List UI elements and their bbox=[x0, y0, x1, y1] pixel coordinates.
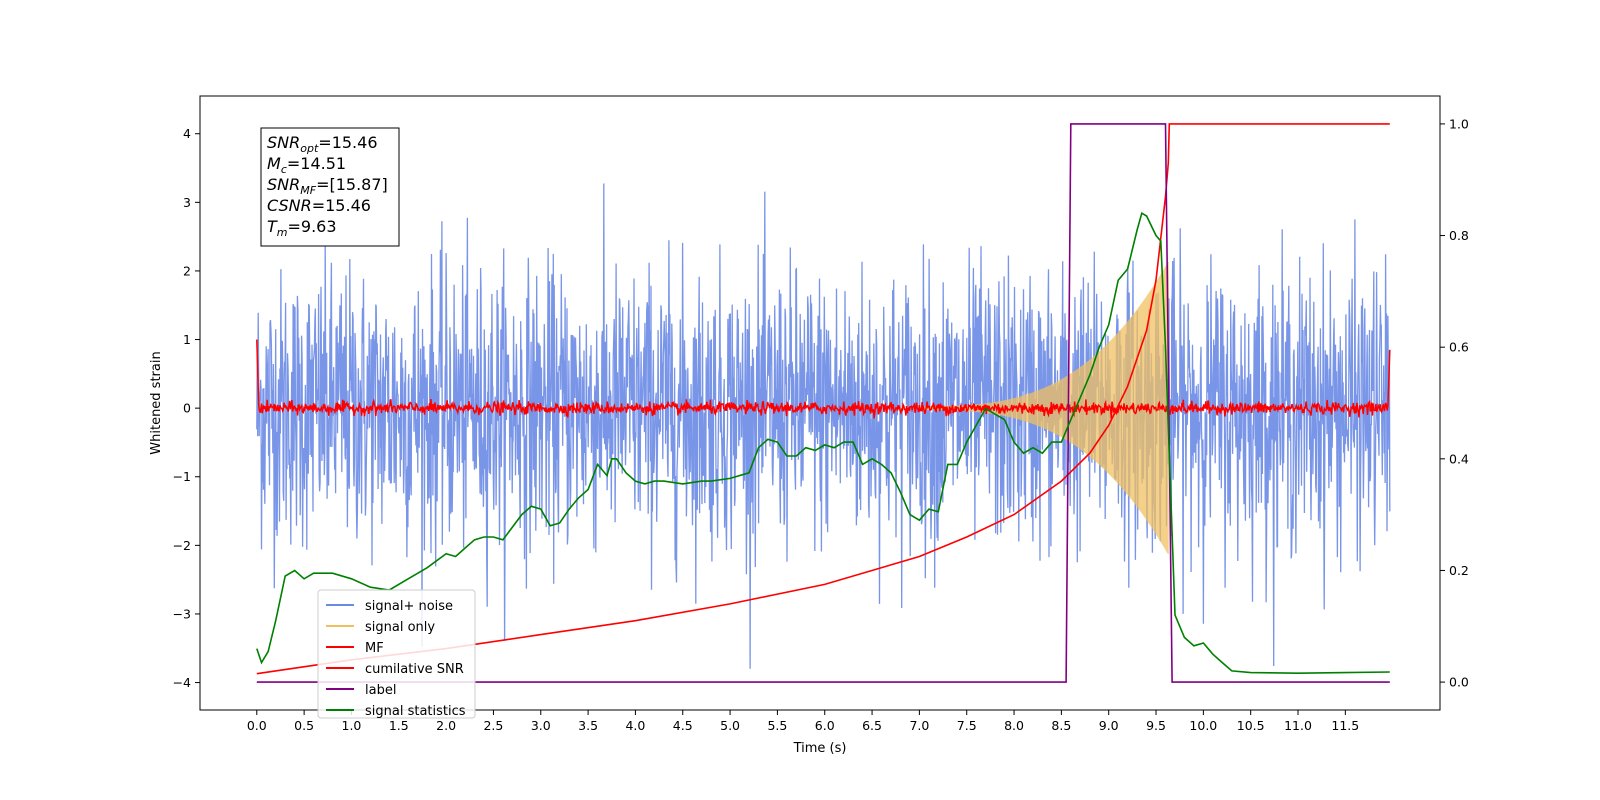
series-mf bbox=[256, 339, 1391, 419]
x-tick-label: 2.5 bbox=[483, 718, 503, 733]
series-label bbox=[256, 123, 1390, 683]
x-axis-label: Time (s) bbox=[793, 741, 847, 756]
x-tick-label: 6.5 bbox=[862, 718, 882, 733]
series-signal-statistics bbox=[256, 211, 1390, 675]
x-tick-label: 4.5 bbox=[673, 718, 693, 733]
y2-tick-label: 0.6 bbox=[1449, 340, 1469, 355]
x-tick-label: 10.5 bbox=[1237, 718, 1265, 733]
legend: signal+ noise signal only MF cumilative SNR… bbox=[317, 589, 476, 719]
x-tick-label: 8.0 bbox=[1004, 718, 1024, 733]
y-tick-label: −2 bbox=[173, 538, 191, 553]
y-axis-label: Whitened strain bbox=[149, 351, 164, 454]
x-tick-label: 5.0 bbox=[720, 718, 740, 733]
x-tick-label: 2.0 bbox=[436, 718, 456, 733]
annotation-box: SNRopt=15.46Mc=14.51SNRMF=[15.87]CSNR=15… bbox=[260, 127, 400, 247]
x-tick-label: 9.5 bbox=[1146, 718, 1166, 733]
legend-label: MF bbox=[365, 641, 384, 656]
x-tick-label: 0.5 bbox=[294, 718, 314, 733]
y-tick-label: 4 bbox=[183, 126, 191, 141]
y2-tick-label: 0.2 bbox=[1449, 563, 1469, 578]
x-tick-label: 10.0 bbox=[1189, 718, 1217, 733]
plot-frame bbox=[199, 95, 1441, 711]
y2-tick-label: 0.8 bbox=[1449, 228, 1469, 243]
y-tick-label: −4 bbox=[173, 675, 191, 690]
annotation-line: Mc=14.51 bbox=[267, 154, 346, 176]
x-tick-label: 3.5 bbox=[578, 718, 598, 733]
x-tick-label: 1.0 bbox=[342, 718, 362, 733]
y-tick-label: −3 bbox=[173, 606, 191, 621]
x-tick-label: 0.0 bbox=[247, 718, 267, 733]
y2-tick-label: 0.4 bbox=[1449, 451, 1469, 466]
x-tick-label: 7.0 bbox=[909, 718, 929, 733]
series-signal-noise bbox=[256, 183, 1391, 669]
y-tick-label: 1 bbox=[183, 332, 191, 347]
annotation-line: SNRopt=15.46 bbox=[267, 133, 378, 155]
x-tick-label: 5.5 bbox=[767, 718, 787, 733]
annotation-line: SNRMF=[15.87] bbox=[267, 175, 388, 197]
x-tick-label: 11.0 bbox=[1284, 718, 1312, 733]
x-tick-label: 7.5 bbox=[957, 718, 977, 733]
x-tick-label: 8.5 bbox=[1051, 718, 1071, 733]
x-tick-label: 9.0 bbox=[1099, 718, 1119, 733]
legend-label: label bbox=[365, 683, 396, 698]
legend-label: cumilative SNR bbox=[365, 662, 464, 677]
legend-label: signal only bbox=[365, 620, 435, 635]
annotation-line: Tm=9.63 bbox=[267, 217, 337, 239]
y-tick-label: 3 bbox=[183, 195, 191, 210]
x-tick-label: 1.5 bbox=[389, 718, 409, 733]
x-tick-label: 6.0 bbox=[815, 718, 835, 733]
x-tick-label: 3.0 bbox=[531, 718, 551, 733]
x-tick-label: 4.0 bbox=[625, 718, 645, 733]
x-tick-label: 11.5 bbox=[1331, 718, 1359, 733]
y2-tick-label: 1.0 bbox=[1449, 116, 1469, 131]
y-tick-label: 0 bbox=[183, 401, 191, 416]
y-tick-label: −1 bbox=[173, 469, 191, 484]
y2-tick-label: 0.0 bbox=[1449, 675, 1469, 690]
y-tick-label: 2 bbox=[183, 263, 191, 278]
legend-label: signal statistics bbox=[365, 704, 466, 719]
legend-label: signal+ noise bbox=[365, 599, 453, 614]
annotation-line: CSNR=15.46 bbox=[267, 196, 371, 215]
series-cumilative-snr bbox=[256, 123, 1390, 675]
